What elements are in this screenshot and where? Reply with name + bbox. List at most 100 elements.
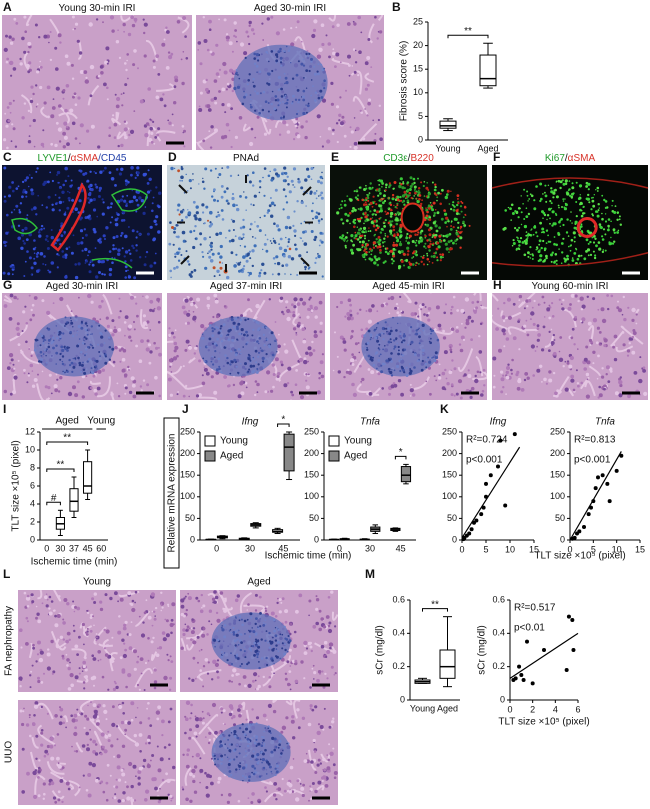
- texture: [176, 208, 180, 212]
- texture: [111, 117, 122, 126]
- texture: [570, 211, 572, 213]
- texture: [559, 336, 563, 339]
- texture: [591, 199, 595, 203]
- texture: [273, 663, 275, 665]
- texture: [366, 114, 369, 117]
- texture: [97, 343, 99, 346]
- texture: [155, 223, 158, 226]
- texture: [6, 146, 9, 150]
- texture: [237, 74, 239, 76]
- texture: [265, 353, 268, 356]
- texture: [420, 308, 423, 311]
- texture: [297, 177, 300, 181]
- texture: [66, 61, 71, 66]
- texture: [254, 393, 257, 397]
- texture: [208, 337, 212, 341]
- texture: [197, 142, 205, 150]
- texture: [51, 790, 65, 800]
- texture: [363, 334, 367, 338]
- texture: [362, 203, 366, 207]
- texture: [259, 625, 262, 628]
- texture: [152, 59, 156, 63]
- texture: [273, 168, 277, 172]
- texture: [353, 141, 358, 146]
- texture: [78, 667, 81, 670]
- texture: [181, 180, 183, 182]
- texture: [134, 601, 137, 604]
- texture: [142, 295, 144, 298]
- texture: [114, 222, 119, 227]
- texture: [44, 595, 48, 599]
- texture: [225, 122, 230, 127]
- texture: [146, 324, 148, 326]
- texture: [452, 241, 455, 245]
- texture: [429, 392, 432, 396]
- texture: [94, 183, 97, 186]
- texture: [35, 84, 38, 87]
- texture: [525, 234, 528, 237]
- texture: [221, 135, 225, 140]
- texture: [233, 358, 237, 362]
- texture: [260, 638, 263, 641]
- texture: [459, 225, 463, 229]
- texture: [248, 635, 251, 638]
- texture: [618, 380, 623, 385]
- texture: [281, 647, 284, 650]
- texture: [378, 387, 381, 390]
- texture: [570, 238, 574, 242]
- texture: [77, 324, 81, 329]
- texture: [377, 240, 381, 244]
- texture: [260, 269, 263, 272]
- texture: [258, 111, 262, 115]
- texture: [514, 210, 517, 213]
- texture: [163, 675, 168, 681]
- texture: [252, 171, 255, 174]
- texture: [283, 343, 286, 346]
- texture: [70, 310, 73, 312]
- texture: [560, 303, 563, 305]
- label-part: Aged 45-min IRI: [372, 281, 444, 292]
- texture: [234, 135, 238, 139]
- texture: [152, 196, 155, 199]
- texture: [272, 636, 274, 639]
- texture: [258, 229, 262, 233]
- texture: [605, 373, 608, 376]
- texture: [573, 252, 577, 255]
- texture: [238, 269, 241, 273]
- texture: [97, 145, 101, 149]
- texture: [376, 339, 380, 343]
- texture: [574, 220, 578, 224]
- texture: [283, 172, 286, 174]
- texture: [425, 380, 428, 383]
- texture: [82, 664, 86, 669]
- texture: [136, 314, 139, 318]
- texture: [8, 317, 13, 321]
- texture: [392, 196, 394, 199]
- texture: [226, 165, 230, 169]
- texture: [558, 298, 561, 301]
- texture: [387, 221, 390, 225]
- texture: [13, 17, 17, 21]
- texture: [317, 219, 321, 223]
- texture: [607, 380, 611, 383]
- texture: [408, 261, 411, 264]
- texture: [261, 326, 264, 328]
- texture: [352, 95, 369, 116]
- texture: [553, 236, 556, 238]
- texture: [102, 293, 113, 315]
- texture: [27, 374, 31, 377]
- texture: [317, 253, 319, 255]
- texture: [134, 176, 137, 179]
- texture: [30, 266, 34, 270]
- texture: [142, 211, 146, 215]
- texture: [221, 621, 223, 624]
- texture: [555, 181, 557, 183]
- texture: [455, 329, 460, 333]
- texture: [313, 72, 317, 76]
- texture: [30, 350, 34, 354]
- texture: [154, 136, 158, 139]
- texture: [313, 678, 315, 680]
- texture: [449, 228, 453, 231]
- texture: [233, 21, 237, 25]
- texture: [51, 208, 55, 212]
